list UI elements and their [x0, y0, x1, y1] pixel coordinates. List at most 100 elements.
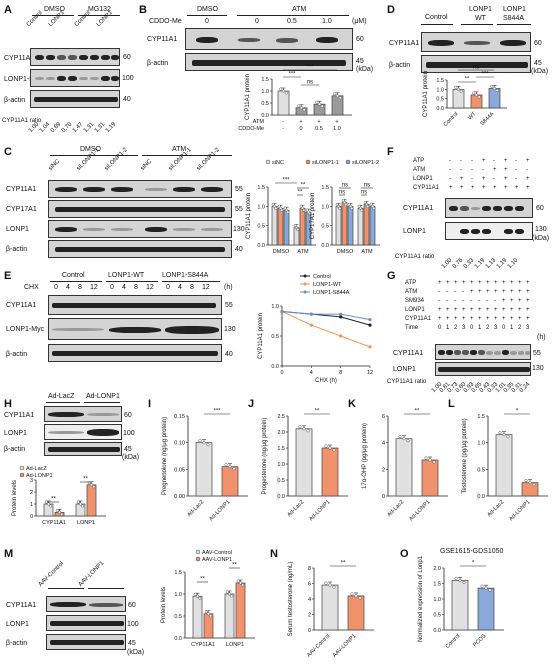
mw-marker: 40 [225, 351, 233, 358]
panel-d: D Control LONP1 WT LONP1 S844A CYP11A1 β… [385, 0, 554, 140]
data-point [339, 312, 343, 316]
data-point [454, 85, 458, 89]
condition-sign: + [462, 307, 466, 313]
y-axis-label: Serum testosterone (ng/mL) [288, 562, 294, 637]
data-point [368, 345, 372, 349]
condition-sign: + [462, 316, 466, 322]
group-label: DMSO [80, 146, 101, 153]
x-tick-label: AAV-LONP1 [332, 633, 358, 659]
data-point [324, 581, 328, 585]
condition-sign: + [526, 176, 530, 182]
x-tick-label: Ad-LacZ [386, 499, 405, 518]
y-axis-label: Normalized expression of Lonp1 [418, 555, 424, 642]
y-axis-label: Protein levels [161, 587, 167, 623]
data-point [502, 433, 506, 437]
condition-sign: + [502, 289, 506, 295]
group-label: DMSO [197, 6, 218, 13]
panel-label: J [248, 398, 255, 410]
data-point [206, 443, 210, 447]
sig-label: ** [465, 77, 470, 83]
bar [203, 613, 214, 639]
condition-sign: + [510, 298, 514, 304]
group-label: LONP1-WT [108, 272, 145, 279]
mw-marker: 130 [535, 226, 547, 233]
condition-sign: + [504, 185, 508, 191]
x-tick-label: 4 [310, 370, 313, 376]
x-axis-label: CHX (h) [315, 378, 337, 384]
row-label: β-actin [6, 351, 28, 358]
kda-label: (kDa) [356, 66, 374, 73]
y-tick-label: 6 [308, 582, 311, 588]
data-point [49, 504, 53, 508]
sig-label: ** [315, 409, 320, 415]
data-point [328, 583, 332, 587]
data-point [492, 86, 497, 90]
data-point [230, 594, 234, 598]
condition-sign: 1 [510, 325, 514, 331]
panel-label: C [4, 146, 12, 158]
x-tick-label: - [282, 119, 284, 125]
lane-label: Control [73, 10, 92, 29]
blot-beta-actin [48, 240, 232, 258]
y-tick-label: 0 [308, 628, 311, 634]
sig-label: *** [282, 178, 290, 184]
chart-e: 0.0 0.5 1.0 CYP11A1 protein 0 4 8 12 CHX (h) Cont… [258, 274, 373, 384]
condition-sign: + [454, 316, 458, 322]
bar [347, 595, 365, 631]
data-point [528, 481, 532, 485]
condition-sign: 0 [438, 325, 442, 331]
ratio-value: 1.31 [93, 121, 107, 134]
time-label: 0 [54, 284, 58, 291]
bar [521, 482, 539, 497]
row-label: CYP11A1 [6, 302, 37, 309]
bar [357, 207, 364, 246]
condition-sign: - [515, 176, 517, 182]
condition-sign: - [493, 176, 495, 182]
condition-sign: - [460, 158, 462, 164]
y-tick-label: 2.0 [433, 566, 441, 572]
data-point [456, 87, 461, 91]
row-label: LONP1 [6, 621, 29, 628]
x-tick-label: CYP11A1 [42, 520, 66, 526]
y-axis-label: Pregnenolone (ng/μg protein) [162, 417, 168, 495]
data-point [284, 91, 288, 95]
data-point [432, 460, 436, 464]
condition-sign: + [438, 316, 442, 322]
x-tick-label: DMSO [337, 249, 354, 255]
group-label: Ad-LacZ [48, 393, 75, 400]
sig-label: ** [200, 577, 205, 583]
row-label: β-actin [4, 97, 26, 104]
data-point [236, 579, 240, 583]
data-point [339, 334, 343, 338]
data-point [209, 614, 213, 618]
bar [224, 593, 235, 639]
data-point [55, 508, 59, 512]
mw-marker: 100 [127, 621, 139, 628]
condition-sign: + [454, 307, 458, 313]
data-point [299, 106, 304, 110]
panel-j: J 0.0 0.5 1.0 1.5 2.0 2.5 Progesterone (ng/μg … [248, 388, 348, 538]
blot-cyp11a1 [48, 295, 222, 315]
data-point [328, 446, 332, 450]
x-tick-label: Control [445, 633, 462, 650]
kda-label: (kDa) [127, 649, 145, 656]
blot-lonp1-myc [48, 318, 222, 340]
condition-sign: - [449, 176, 451, 182]
data-point [274, 206, 278, 210]
data-point [332, 585, 336, 589]
dose: 1.0 [322, 18, 332, 25]
condition-sign: 2 [454, 325, 458, 331]
row-label: β-actin [6, 640, 28, 647]
y-tick-label: 0.0 [261, 113, 269, 119]
panel-label: D [387, 4, 395, 16]
condition-label: ATP [405, 280, 417, 286]
data-point [280, 309, 284, 314]
data-point [488, 588, 492, 592]
y-tick-label: 1.5 [321, 185, 329, 191]
panel-label: I [148, 398, 152, 410]
time-label: 8 [78, 284, 82, 291]
y-tick-label: 2 [382, 467, 385, 473]
condition-sign: + [460, 176, 464, 182]
bar [421, 459, 439, 497]
